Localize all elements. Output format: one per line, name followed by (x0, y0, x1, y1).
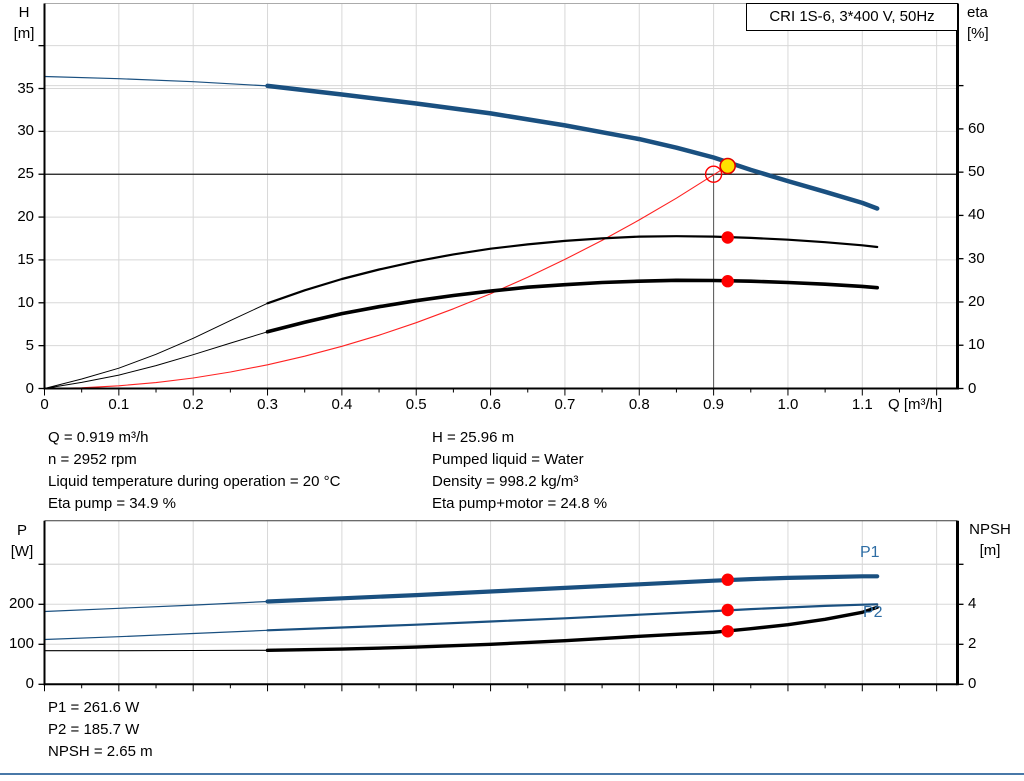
result-line: n = 2952 rpm (48, 451, 137, 468)
p2-marker (721, 603, 734, 617)
result-line: Liquid temperature during operation = 20… (48, 473, 341, 490)
y-left-tick-label: 200 (8, 595, 34, 613)
result-line: P1 = 261.6 W (48, 699, 140, 716)
npsh-curve (265, 605, 879, 652)
p-axis-unit: [W] (10, 543, 34, 560)
p2-curve-label: P2 (863, 604, 883, 621)
x-tick-label: 0 (40, 395, 49, 413)
npsh-axis-label: NPSH (969, 521, 1011, 538)
p-axis-label: P (16, 522, 27, 539)
x-tick-label: 0.9 (703, 395, 725, 413)
h-axis-unit: [m] (13, 25, 35, 42)
eta-pump-motor-curve (265, 278, 880, 334)
pump-title-box: CRI 1S-6, 3*400 V, 50Hz (746, 3, 958, 31)
x-tick-label: 1.0 (777, 395, 799, 413)
y-left-tick-label: 100 (8, 635, 34, 653)
result-line: NPSH = 2.65 m (48, 743, 153, 760)
x-tick-label: 1.1 (851, 395, 873, 413)
h-axis-label: H (18, 4, 30, 21)
y-left-tick-label: 10 (17, 293, 34, 311)
pump-qh-curve-thin (44, 75, 268, 87)
eta-axis-unit: [%] (967, 25, 989, 42)
y-left-tick-label: 5 (25, 336, 34, 354)
y-right-tick-label: 10 (968, 336, 985, 354)
eta-pump-curve (266, 235, 879, 305)
eta-pump-marker (721, 231, 734, 244)
y-left-tick-label: 30 (17, 122, 34, 140)
x-tick-label: 0.7 (554, 395, 576, 413)
eta-axis-label: eta (967, 4, 988, 21)
y-right-tick-label: 60 (968, 119, 985, 137)
result-line: Density = 998.2 kg/m³ (432, 473, 579, 490)
q-axis-label: Q [m³/h] (888, 396, 943, 413)
footer-divider (0, 773, 1024, 775)
p1-curve-label: P1 (860, 544, 880, 561)
npsh-axis-unit: [m] (979, 542, 1001, 559)
system-curve-thin (44, 165, 728, 390)
requested-duty-point[interactable] (704, 165, 723, 183)
results-power-block: P1 = 261.6 W P2 = 185.7 W NPSH = 2.65 m (48, 697, 153, 763)
power-npsh-chart (38, 520, 964, 692)
eta-pump-curve-thin (44, 302, 268, 389)
qh-eta-chart (38, 3, 964, 396)
x-tick-label: 0.6 (480, 395, 501, 413)
pump-qh-curve (265, 83, 880, 211)
result-line: Q = 0.919 m³/h (48, 429, 149, 446)
p1-power-curve (265, 574, 880, 604)
result-line: Eta pump+motor = 24.8 % (432, 495, 608, 512)
result-line: Eta pump = 34.9 % (48, 495, 176, 512)
x-tick-label: 0.8 (628, 395, 650, 413)
y-left-tick-label: 20 (17, 208, 34, 226)
y-right-tick-label: 20 (968, 292, 985, 310)
result-line: Pumped liquid = Water (432, 451, 584, 468)
y-right-tick-label: 0 (968, 379, 977, 397)
y-left-tick-label: 15 (17, 250, 34, 268)
x-tick-label: 0.2 (182, 395, 204, 413)
y-right-tick-label: 0 (968, 675, 977, 693)
npsh-marker (721, 625, 734, 638)
p1-power-curve-thin (44, 600, 268, 613)
p2-power-curve-thin (44, 629, 268, 641)
y-left-tick-label: 35 (17, 79, 34, 97)
result-line: P2 = 185.7 W (48, 721, 140, 738)
result-line: H = 25.96 m (432, 429, 515, 446)
eta-pump-motor-marker (721, 275, 734, 288)
p1-marker (721, 573, 734, 586)
x-tick-label: 0.1 (108, 395, 130, 413)
p2-power-curve (266, 603, 879, 632)
y-right-tick-label: 2 (968, 635, 977, 653)
y-right-tick-label: 50 (968, 163, 985, 181)
y-left-tick-label: 25 (17, 165, 34, 183)
x-tick-label: 0.3 (257, 395, 278, 413)
y-right-tick-label: 40 (968, 206, 985, 224)
y-right-tick-label: 30 (968, 249, 985, 267)
eta-pump-motor-curve-thin (44, 331, 268, 389)
y-left-tick-label: 0 (25, 675, 34, 693)
actual-duty-point[interactable] (719, 157, 737, 175)
results-left-column: Q = 0.919 m³/h n = 2952 rpm Liquid tempe… (48, 427, 340, 515)
y-right-tick-label: 4 (968, 595, 977, 613)
x-tick-label: 0.4 (331, 395, 353, 413)
y-left-tick-label: 0 (25, 379, 34, 397)
x-tick-label: 0.5 (405, 395, 427, 413)
results-right-column: H = 25.96 m Pumped liquid = Water Densit… (432, 427, 607, 515)
